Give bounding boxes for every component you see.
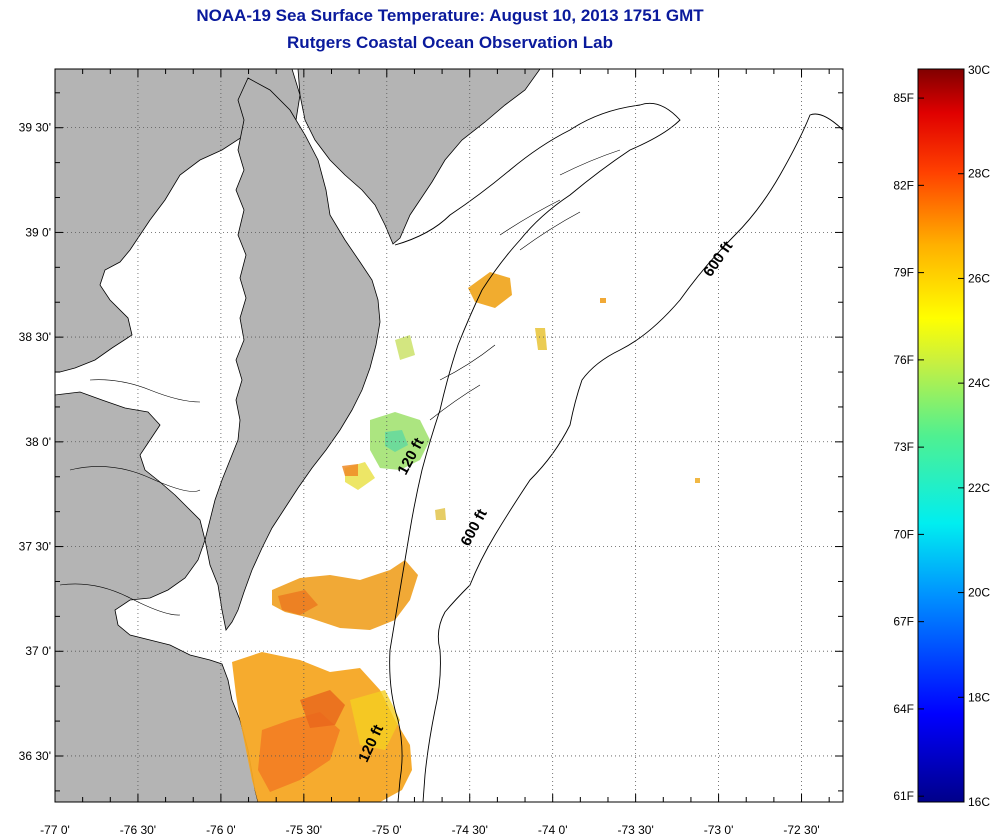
map-title: NOAA-19 Sea Surface Temperature: August … xyxy=(196,6,704,25)
colorbar-celsius-label: 24C xyxy=(968,376,990,390)
lon-tick-label: -73 30' xyxy=(617,823,653,837)
sst-patch xyxy=(278,590,318,615)
sst-patch xyxy=(350,690,400,750)
lon-tick-label: -73 0' xyxy=(704,823,734,837)
colorbar-fahrenheit-label: 61F xyxy=(893,789,914,803)
temperature-colorbar: 30C 16C 28C 26C 24C 22C 20C 18C 85F 82F 79F 76F 73… xyxy=(893,63,990,809)
sst-patch xyxy=(342,464,358,476)
colorbar-max-label: 30C xyxy=(968,63,990,77)
bay-tributary xyxy=(89,379,201,403)
colorbar-min-label: 16C xyxy=(968,795,990,809)
sst-patch xyxy=(695,478,700,483)
sst-data-layer xyxy=(232,272,700,802)
contour-600ft xyxy=(422,113,843,802)
lat-tick-label: 37 30' xyxy=(19,539,51,553)
colorbar-fahrenheit-label: 73F xyxy=(893,440,914,454)
land-western-shore xyxy=(55,391,259,802)
sst-patch xyxy=(600,298,606,303)
lat-tick-label: 38 30' xyxy=(19,330,51,344)
bay-tributary xyxy=(69,466,201,492)
sst-patch xyxy=(300,690,345,728)
contour-shelf-detail xyxy=(429,149,621,421)
lon-tick-label: -75 30' xyxy=(286,823,322,837)
sst-patch xyxy=(385,430,408,452)
lon-tick-label: -72 30' xyxy=(783,823,819,837)
colorbar-fahrenheit-label: 79F xyxy=(893,266,914,280)
lat-tick-label: 39 30' xyxy=(19,121,51,135)
contour-120ft-north xyxy=(389,102,681,802)
sst-patch xyxy=(395,335,415,360)
colorbar-fahrenheit-label: 76F xyxy=(893,353,914,367)
colorbar-celsius-label: 22C xyxy=(968,481,990,495)
lon-tick-label: -76 30' xyxy=(120,823,156,837)
colorbar-fahrenheit-label: 85F xyxy=(893,91,914,105)
map-grid xyxy=(54,69,843,802)
map-frame xyxy=(54,68,844,803)
colorbar-fahrenheit-label: 64F xyxy=(893,702,914,716)
colorbar-fahrenheit-label: 67F xyxy=(893,615,914,629)
lon-tick-label: -76 0' xyxy=(206,823,236,837)
lat-tick-label: 38 0' xyxy=(25,435,51,449)
colorbar-celsius-label: 26C xyxy=(968,271,990,285)
land-new-jersey xyxy=(297,69,541,245)
sst-patch xyxy=(435,508,446,520)
land-delmarva xyxy=(204,77,381,631)
lon-tick-label: -77 0' xyxy=(40,823,70,837)
colorbar-celsius-label: 20C xyxy=(968,586,990,600)
colorbar-gradient xyxy=(917,68,965,803)
map-subtitle: Rutgers Coastal Ocean Observation Lab xyxy=(287,33,613,52)
sst-patch xyxy=(258,712,340,792)
bay-tributary xyxy=(59,583,181,616)
lat-tick-label: 36 30' xyxy=(19,749,51,763)
colorbar-celsius-label: 18C xyxy=(968,690,990,704)
colorbar-fahrenheit-label: 70F xyxy=(893,527,914,541)
lon-tick-label: -74 0' xyxy=(538,823,568,837)
lat-tick-label: 37 0' xyxy=(25,644,51,658)
colorbar-celsius-label: 28C xyxy=(968,167,990,181)
lon-tick-label: -75 0' xyxy=(372,823,402,837)
sst-patch xyxy=(535,328,547,350)
colorbar-fahrenheit-label: 82F xyxy=(893,178,914,192)
lat-tick-label: 39 0' xyxy=(25,225,51,239)
sst-patch xyxy=(272,560,418,630)
lon-tick-label: -74 30' xyxy=(452,823,488,837)
sst-patch xyxy=(468,272,512,308)
